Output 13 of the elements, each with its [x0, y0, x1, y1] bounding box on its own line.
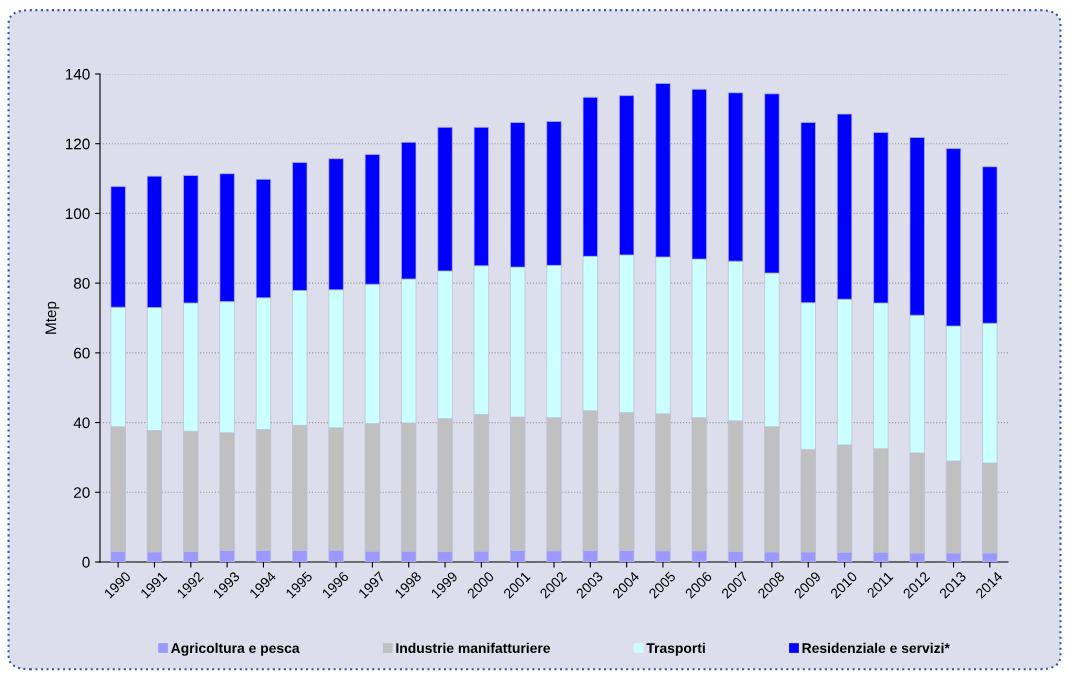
y-tick-label: 20 — [74, 487, 90, 498]
y-tick-label: 140 — [65, 68, 90, 80]
y-axis-title: Mtep — [45, 301, 60, 334]
y-tick-label: 40 — [73, 417, 90, 429]
legend-label: Agricoltura e pesca — [171, 642, 300, 656]
legend-label: Industrie manifatturiere — [396, 642, 551, 654]
y-tick-label: 60 — [74, 347, 90, 359]
y-tick-label: 120 — [65, 138, 90, 150]
y-tick-label: 100 — [65, 208, 90, 220]
y-tick-label: 0 — [82, 556, 90, 568]
legend-label: Trasporti — [646, 642, 705, 656]
legend-label: Residenziale e servizi* — [802, 642, 950, 654]
y-tick-label: 80 — [73, 278, 90, 289]
